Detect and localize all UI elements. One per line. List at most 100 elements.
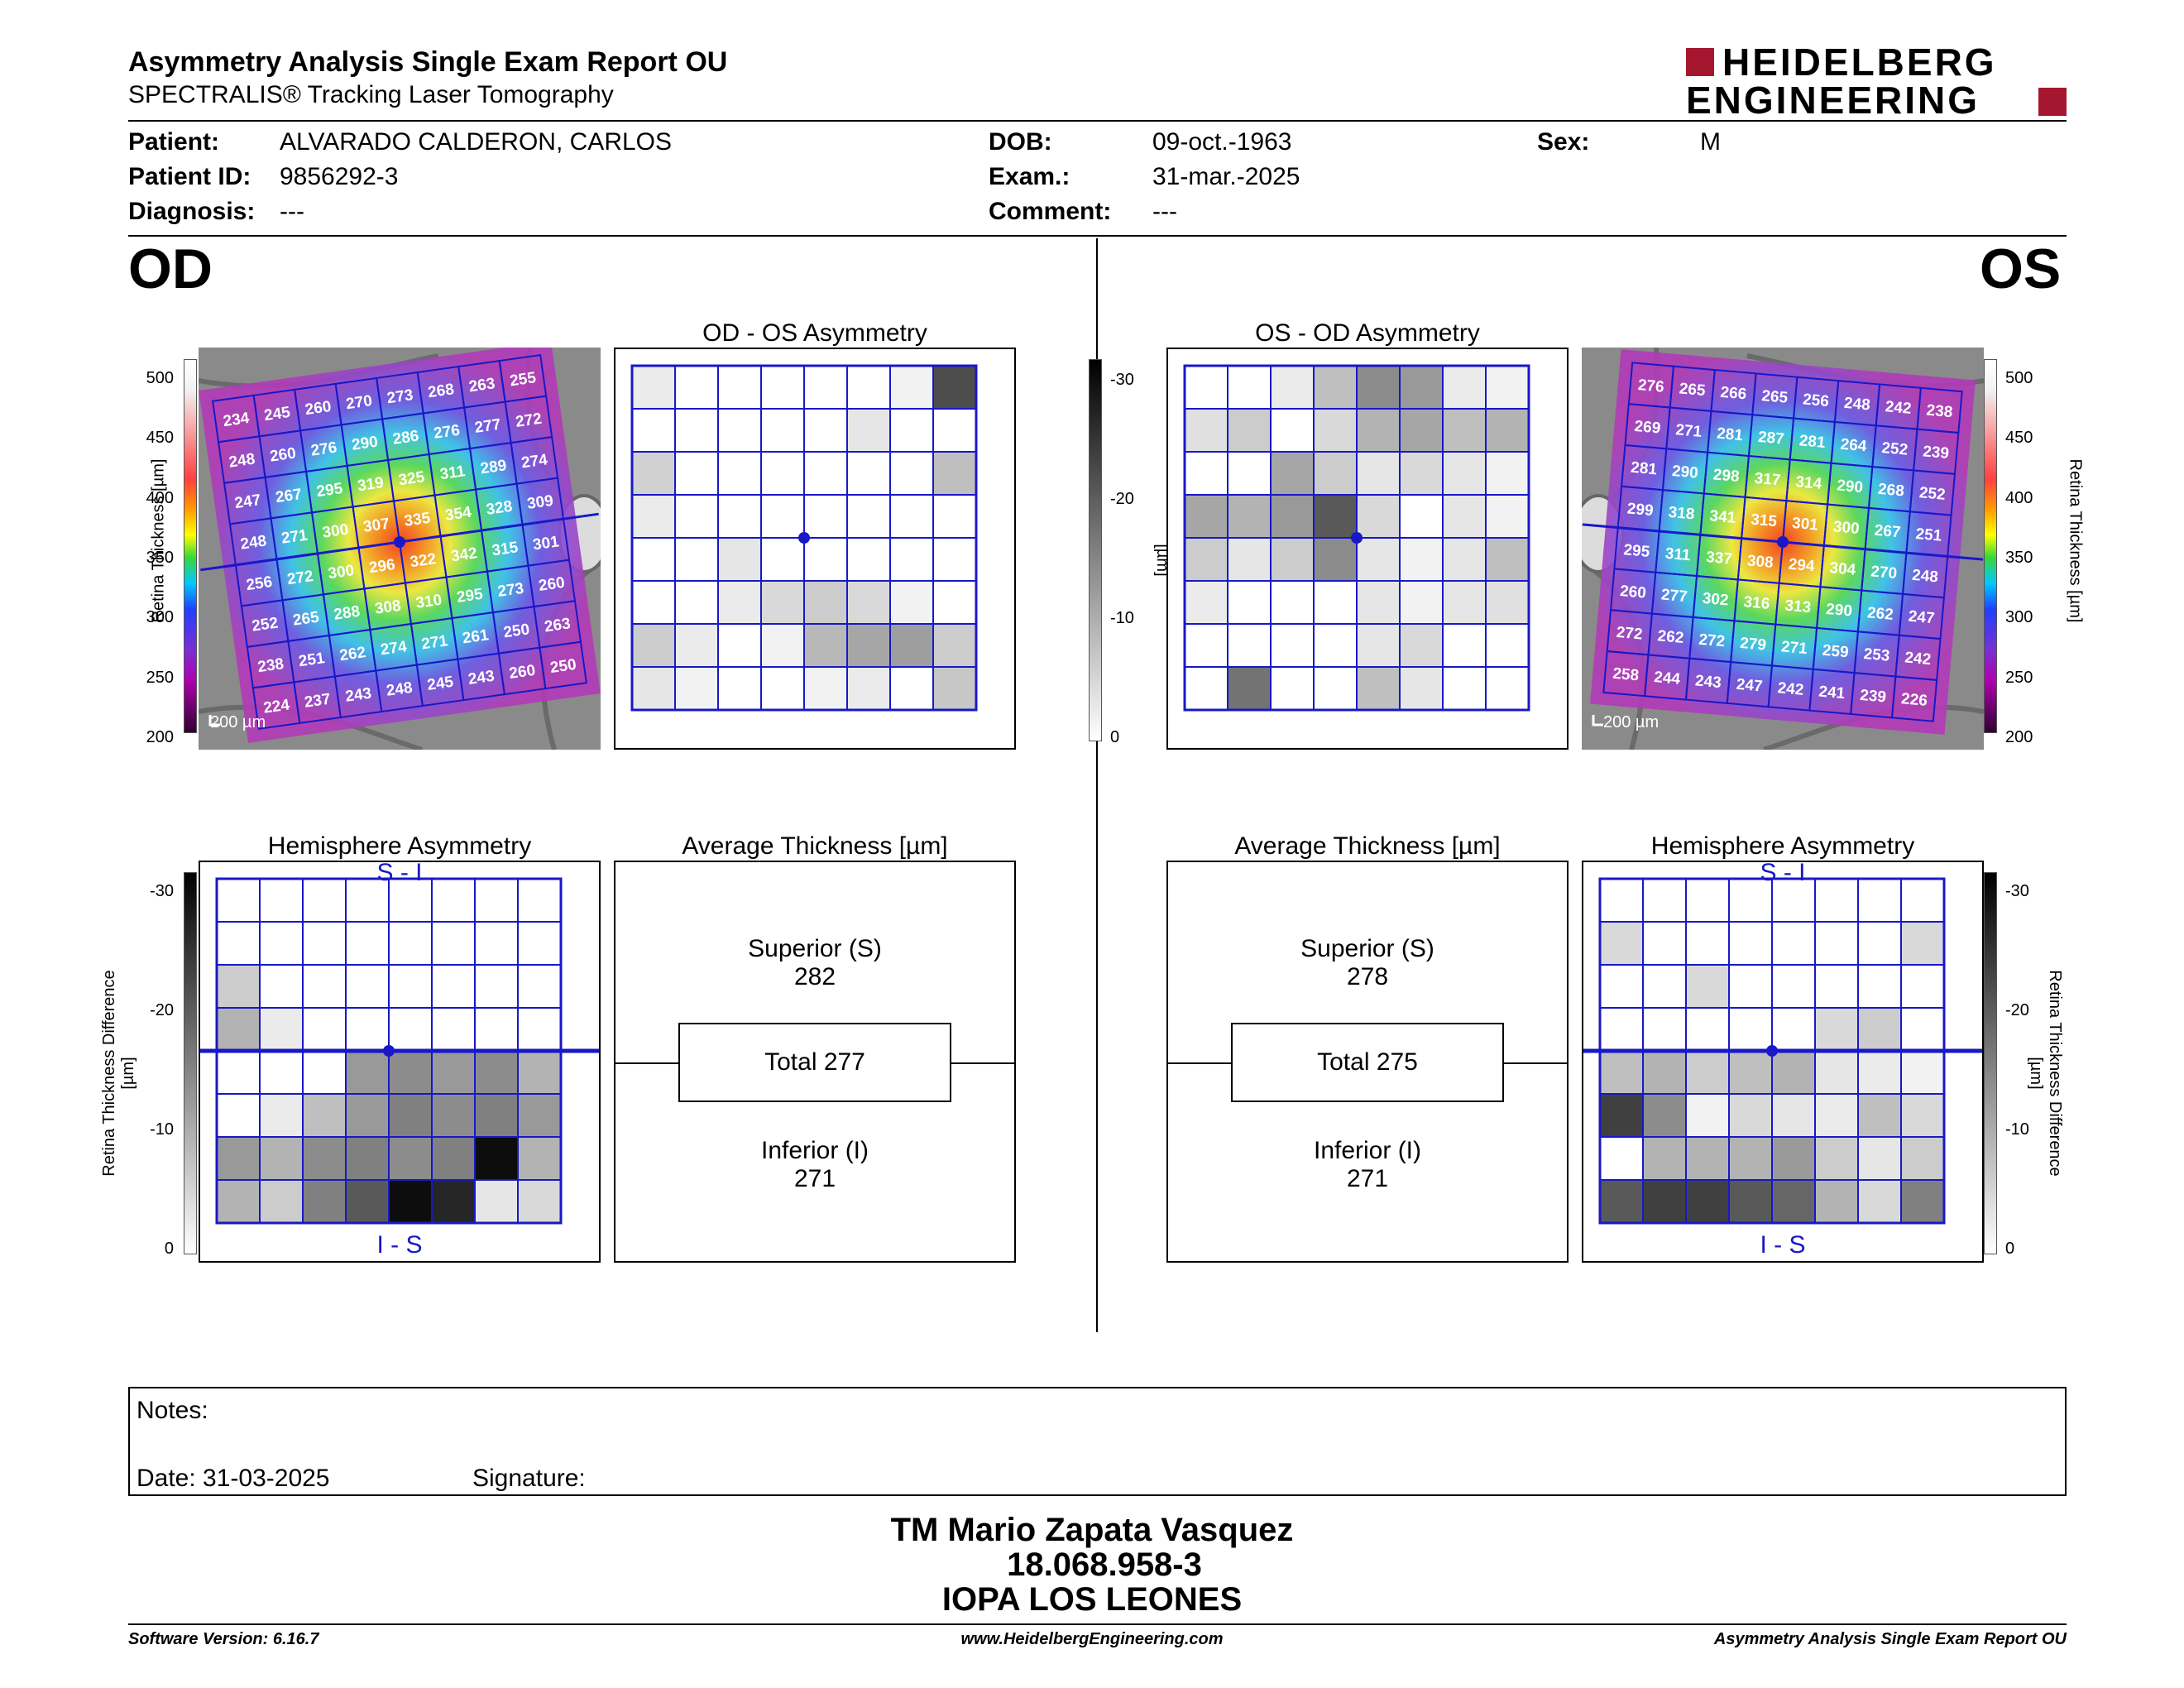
os-total: Total 275 <box>1231 1023 1504 1102</box>
od-asym-cell <box>674 494 719 539</box>
center-diff-tick-label: -30 <box>1110 371 1134 389</box>
od-hemi-cell <box>259 1093 304 1138</box>
os-hemi-cell <box>1599 964 1644 1009</box>
os-hemi-colorbar: -30 -20 -10 0 Retina Thickness Difference [… <box>1984 869 2083 1258</box>
os-asym-cell <box>1313 537 1358 582</box>
os-asym-cell <box>1313 451 1358 496</box>
od-hemi-tick-label: -20 <box>150 1001 174 1019</box>
os-asym-cell <box>1270 537 1315 582</box>
od-asym-cell <box>889 666 934 711</box>
diagnosis-value: --- <box>280 198 304 225</box>
os-hemi-cell <box>1599 1050 1644 1095</box>
od-map-scale-bar <box>208 715 220 727</box>
os-asym-cell <box>1356 537 1401 582</box>
os-hemi-cell <box>1857 1007 1902 1052</box>
notes-date: Date: 31-03-2025 <box>136 1465 330 1492</box>
od-asym-cell <box>631 494 676 539</box>
os-map-thickness-value: 242 <box>1777 679 1804 699</box>
os-thickness-colorbar: 500 450 400 350 300 250 200 Retina Thickness [… <box>1984 348 2085 746</box>
os-asym-cell <box>1184 537 1228 582</box>
os-map-thickness-value: 281 <box>1716 425 1744 445</box>
od-map-thickness-value: 262 <box>338 644 366 664</box>
os-asym-fovea-marker <box>1351 532 1363 544</box>
os-asym-cell <box>1184 451 1228 496</box>
os-asym-cell <box>1356 666 1401 711</box>
od-asym-cell <box>846 666 891 711</box>
os-asym-cell <box>1399 580 1444 625</box>
dob-value: 09-oct.-1963 <box>1152 128 1292 156</box>
od-map-thickness-value: 263 <box>467 375 496 396</box>
os-asym-cell <box>1485 580 1530 625</box>
os-map-thickness-value: 308 <box>1746 552 1774 572</box>
os-map-thickness-value: 242 <box>1885 398 1912 418</box>
os-hemi-cell <box>1900 964 1945 1009</box>
od-asym-cell <box>889 580 934 625</box>
od-map-thickness-value: 270 <box>345 392 373 413</box>
od-hemi-cell <box>216 1050 261 1095</box>
od-superior-label: Superior (S) <box>748 935 882 962</box>
footer-url[interactable]: www.HeidelbergEngineering.com <box>960 1630 1224 1648</box>
os-map-thickness-value: 247 <box>1736 676 1763 696</box>
od-map-thickness-value: 248 <box>239 532 267 553</box>
od-asymmetry-panel <box>614 348 1016 750</box>
od-hemi-cell <box>431 1093 476 1138</box>
os-superior-label: Superior (S) <box>1300 935 1434 962</box>
od-asymmetry-title: OD - OS Asymmetry <box>702 319 927 347</box>
os-asym-cell <box>1356 623 1401 668</box>
od-map-thickness-value: 296 <box>368 556 396 577</box>
os-map-thickness-value: 294 <box>1788 556 1816 576</box>
os-hemi-panel: S - I I - S <box>1582 859 1984 1263</box>
od-map-sector <box>539 640 588 690</box>
os-asym-cell <box>1485 623 1530 668</box>
os-asym-cell <box>1227 494 1272 539</box>
od-map-thickness-value: 354 <box>444 504 473 525</box>
od-asym-cell <box>631 666 676 711</box>
os-hemi-cell <box>1642 1007 1687 1052</box>
diagnosis-label: Diagnosis: <box>128 198 256 225</box>
os-map-thickness-value: 271 <box>1780 638 1808 658</box>
od-hemi-cell <box>345 1136 390 1181</box>
center-diff-tick-label: -20 <box>1110 490 1134 508</box>
os-hemi-cell <box>1599 1007 1644 1052</box>
od-map-thickness-value: 263 <box>544 615 572 635</box>
patient-id: 9856292-3 <box>280 163 399 190</box>
od-map-thickness-value: 325 <box>397 468 426 489</box>
os-map-scale-bar <box>1592 715 1603 727</box>
od-hemi-gradient <box>184 872 197 1254</box>
od-map-thickness-value: 243 <box>344 685 372 706</box>
od-hemi-cell <box>216 1179 261 1224</box>
report-subtitle: SPECTRALIS® Tracking Laser Tomography <box>128 81 614 108</box>
od-asym-cell <box>932 623 977 668</box>
os-thickness-tick-label: 500 <box>2005 369 2033 387</box>
os-asym-cell <box>1442 623 1487 668</box>
od-thickness-axis-label: Retina Thickness [µm] <box>149 458 168 623</box>
od-asym-cell <box>932 537 977 582</box>
od-asym-cell <box>760 365 805 410</box>
od-map-thickness-value: 322 <box>409 550 437 571</box>
os-map-thickness-value: 272 <box>1698 631 1726 651</box>
od-hemi-cell <box>474 1093 519 1138</box>
od-hemi-cell <box>259 1136 304 1181</box>
os-asym-cell <box>1442 365 1487 410</box>
od-hemi-cell <box>388 964 433 1009</box>
os-map-thickness-value: 244 <box>1653 669 1681 688</box>
od-map-thickness-value: 260 <box>304 398 332 419</box>
od-asym-cell <box>803 666 848 711</box>
os-hemi-cell <box>1642 1050 1687 1095</box>
os-asym-cell <box>1270 494 1315 539</box>
os-thickness-tick-label: 350 <box>2005 549 2033 567</box>
od-thickness-tick-label: 450 <box>146 429 174 448</box>
od-hemi-fovea-marker <box>383 1045 395 1057</box>
os-hemi-cell <box>1642 1179 1687 1224</box>
od-hemi-cell <box>216 1136 261 1181</box>
os-hemi-cell <box>1857 1179 1902 1224</box>
od-map-thickness-value: 295 <box>456 586 485 607</box>
od-map-thickness-value: 301 <box>532 533 561 554</box>
od-map-thickness-value: 289 <box>479 457 507 477</box>
od-fundus-image: 234 245 260 270 273 268 263 255 248 260 276 290 286 2… <box>198 341 611 752</box>
od-map-thickness-value: 251 <box>298 650 327 670</box>
od-hemi-title: Hemisphere Asymmetry <box>267 832 532 860</box>
signer-name: TM Mario Zapata Vasquez <box>890 1512 1294 1548</box>
os-map-thickness-value: 248 <box>1911 567 1938 587</box>
od-asym-cell <box>846 623 891 668</box>
